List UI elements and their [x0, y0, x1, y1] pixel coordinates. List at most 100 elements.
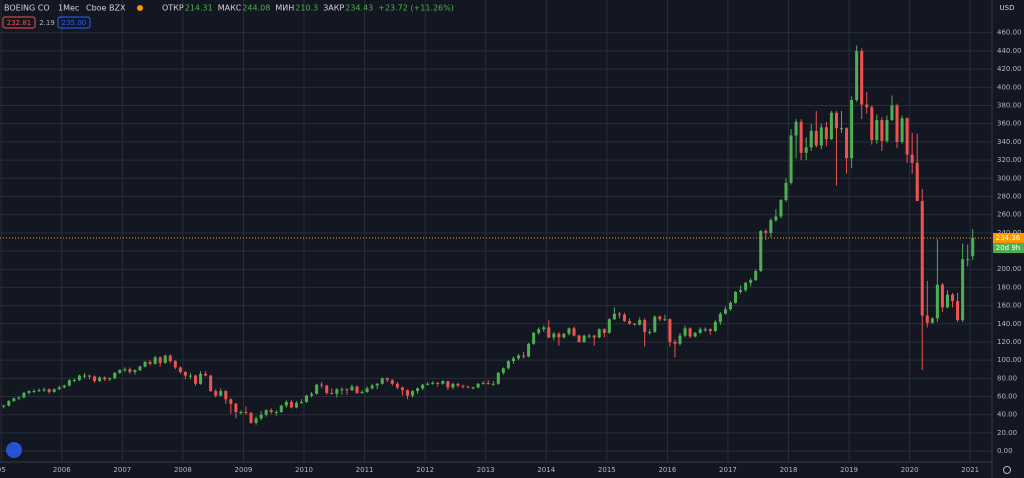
- candle-body: [335, 389, 339, 394]
- candle-body: [617, 313, 621, 315]
- candle-body: [37, 390, 41, 392]
- candle-body: [345, 389, 349, 391]
- candle-body: [562, 333, 566, 338]
- candle-body: [67, 380, 71, 386]
- candle-body: [734, 291, 738, 303]
- candle-body: [299, 401, 304, 403]
- y-tick-label: 200.00: [997, 265, 1022, 273]
- candle-body: [315, 384, 319, 394]
- candle-body: [653, 316, 657, 332]
- candle-body: [587, 335, 591, 337]
- candle-body: [158, 357, 162, 363]
- y-tick-label: 440.00: [997, 47, 1022, 55]
- candle-body: [42, 389, 46, 391]
- y-tick-label: 300.00: [997, 174, 1022, 182]
- candle-body: [789, 135, 793, 183]
- candle-body: [289, 401, 293, 408]
- candle-body: [446, 381, 450, 388]
- candle-body: [27, 391, 31, 393]
- candle-body: [537, 329, 541, 333]
- candle-body: [819, 127, 823, 146]
- x-tick-label: 2012: [416, 466, 434, 474]
- countdown: 20d 9h: [996, 244, 1020, 252]
- candle-body: [935, 284, 939, 319]
- candle-body: [234, 403, 238, 412]
- candle-body: [279, 405, 283, 412]
- candle-body: [426, 383, 430, 385]
- candle-body: [461, 385, 465, 387]
- candle-body: [294, 402, 298, 408]
- price-label-box: [993, 232, 1024, 243]
- settings-icon[interactable]: [1003, 466, 1011, 474]
- candle-body: [961, 259, 965, 321]
- candle-body: [744, 282, 748, 291]
- candle-body: [698, 329, 702, 333]
- candle-body: [421, 384, 425, 389]
- x-tick-label: 2010: [295, 466, 313, 474]
- candle-body: [385, 378, 389, 381]
- candle-body: [330, 392, 334, 394]
- candle-body: [956, 301, 960, 321]
- legend-label: МАКС: [218, 4, 242, 13]
- candle-body: [648, 331, 652, 333]
- candle-body: [123, 369, 127, 371]
- candle-body: [138, 366, 142, 371]
- candle-body: [486, 382, 490, 384]
- candle-body: [688, 328, 692, 337]
- y-tick-label: 20.00: [997, 429, 1017, 437]
- candle-body: [638, 320, 642, 325]
- candle-body: [829, 112, 833, 140]
- candle-body: [597, 329, 601, 338]
- header: BOEING CO 1Мес Cboe BZX 232.81 2.19 235.…: [2, 4, 1014, 29]
- x-tick-label: 2017: [719, 466, 737, 474]
- candle-body: [622, 314, 627, 322]
- candle-body: [577, 335, 581, 342]
- candle-body: [850, 100, 854, 159]
- candle-body: [628, 321, 632, 324]
- candle-body: [365, 388, 369, 392]
- candle-body: [436, 382, 440, 384]
- candle-body: [496, 372, 500, 384]
- x-tick-label: 2020: [901, 466, 919, 474]
- candle-body: [153, 357, 157, 364]
- x-tick-label: 2021: [961, 466, 979, 474]
- candle-body: [880, 120, 884, 141]
- candle-body: [305, 395, 309, 402]
- candle-body: [759, 231, 763, 272]
- candle-body: [395, 383, 399, 388]
- candle-body: [103, 377, 107, 380]
- candle-body: [845, 128, 849, 159]
- logo[interactable]: [6, 442, 22, 458]
- candle-body: [143, 361, 147, 367]
- y-tick-label: 380.00: [997, 101, 1022, 109]
- ask-box[interactable]: [57, 16, 91, 29]
- candle-body: [567, 328, 571, 334]
- candle-body: [284, 401, 288, 406]
- candle-body: [824, 127, 828, 140]
- candle-body: [113, 372, 117, 379]
- candle-body: [885, 120, 889, 141]
- candle-body: [910, 154, 914, 163]
- candle-body: [466, 386, 470, 388]
- candle-body: [799, 121, 803, 153]
- candle-body: [491, 383, 495, 385]
- candle-body: [764, 231, 768, 233]
- candle-body: [163, 355, 167, 363]
- candle-body: [481, 382, 485, 384]
- bid-box[interactable]: [2, 16, 36, 29]
- candle-body: [239, 411, 243, 413]
- candle-body: [774, 216, 778, 221]
- candle-body: [244, 411, 248, 413]
- status-dot: [137, 5, 143, 11]
- candle-body: [522, 355, 526, 357]
- candle-body: [723, 309, 727, 314]
- candle-body: [32, 391, 36, 393]
- candle-body: [451, 383, 455, 388]
- x-tick-label: 2007: [113, 466, 131, 474]
- candle-body: [713, 321, 717, 332]
- candle-body: [17, 397, 21, 399]
- candle-body: [133, 370, 137, 372]
- candle-body: [693, 332, 697, 337]
- candle-body: [199, 373, 203, 384]
- candle-body: [612, 313, 616, 320]
